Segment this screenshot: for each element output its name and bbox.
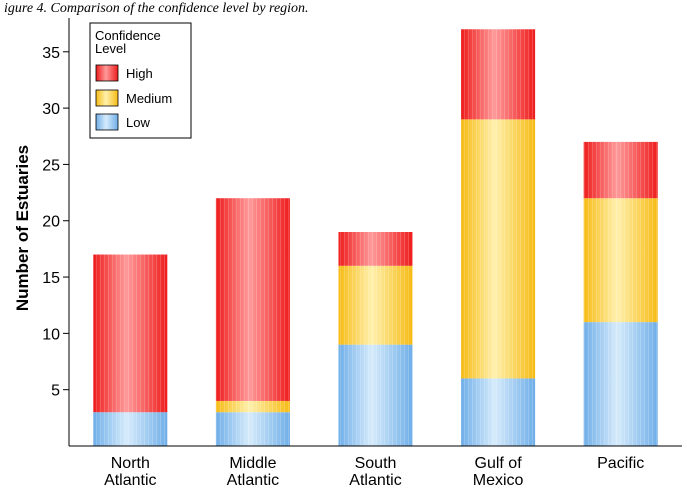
legend-swatch-low: [95, 113, 119, 131]
x-category-label-3: Gulf of Mexico: [473, 455, 524, 488]
y-ticks-group: 5 10 15 20 25 30 35: [42, 45, 69, 400]
x-category-label-line-2-0: South: [355, 455, 397, 472]
legend-label-medium: Medium: [126, 91, 172, 106]
x-category-label-1: Middle Atlantic: [227, 455, 279, 488]
y-tick-label-10: 10: [42, 326, 60, 343]
bar-texture-high-1: [215, 198, 290, 401]
x-category-label-line-2-1: Atlantic: [349, 472, 401, 488]
x-category-label-line-4-0: Pacific: [597, 455, 644, 472]
bar-texture-low-0: [93, 412, 168, 446]
y-tick-label-5: 5: [51, 383, 60, 400]
y-tick-label-25: 25: [42, 157, 60, 174]
x-category-label-line-3-0: Gulf of: [475, 455, 523, 472]
legend-label-high: High: [126, 66, 153, 81]
bar-texture-low-2: [338, 344, 413, 446]
bar-texture-medium-3: [461, 119, 536, 379]
x-category-label-0: North Atlantic: [104, 455, 156, 488]
bar-texture-low-1: [215, 412, 290, 446]
x-category-label-line-1-1: Atlantic: [227, 472, 279, 488]
legend: Confidence Level High Medium Low: [89, 22, 192, 139]
bar-texture-medium-1: [215, 400, 290, 413]
bar-texture-high-0: [93, 254, 168, 413]
bar-texture-high-3: [461, 29, 536, 120]
y-tick-label-15: 15: [42, 270, 60, 287]
bar-texture-high-2: [338, 232, 413, 266]
bar-texture-high-4: [583, 141, 658, 199]
x-category-label-line-0-0: North: [111, 455, 150, 472]
bar-texture-low-3: [461, 378, 536, 446]
x-category-label-line-3-1: Mexico: [473, 472, 524, 488]
legend-swatch-high: [95, 64, 119, 82]
legend-swatch-medium: [95, 89, 119, 107]
y-axis-title: Number of Estuaries: [13, 145, 32, 311]
y-tick-label-20: 20: [42, 214, 60, 231]
x-category-label-4: Pacific: [597, 455, 644, 472]
x-category-label-line-0-1: Atlantic: [104, 472, 156, 488]
x-category-label-line-1-0: Middle: [229, 455, 276, 472]
bar-texture-medium-4: [583, 198, 658, 323]
legend-title-line-1: Confidence: [95, 28, 161, 43]
x-category-label-2: South Atlantic: [349, 455, 401, 488]
bar-texture-medium-2: [338, 265, 413, 345]
legend-title-line-2: Level: [95, 41, 126, 56]
bar-texture-low-4: [583, 322, 658, 446]
legend-label-low: Low: [126, 115, 150, 130]
figure-caption: igure 4. Comparison of the confidence le…: [4, 1, 309, 16]
y-tick-label-30: 30: [42, 101, 60, 118]
bars-group: [93, 29, 658, 446]
y-tick-label-35: 35: [42, 45, 60, 62]
